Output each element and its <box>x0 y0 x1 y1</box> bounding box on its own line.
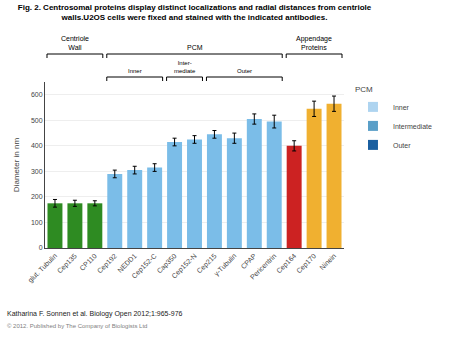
svg-text:100: 100 <box>31 219 43 226</box>
svg-text:Diameter in nm: Diameter in nm <box>12 138 21 193</box>
svg-text:Cep215: Cep215 <box>195 252 218 275</box>
svg-text:300: 300 <box>31 168 43 175</box>
svg-text:Inner: Inner <box>393 104 410 111</box>
svg-text:200: 200 <box>31 193 43 200</box>
svg-text:Cep135: Cep135 <box>56 252 79 275</box>
svg-text:PCM: PCM <box>187 44 203 51</box>
svg-text:NEDD1: NEDD1 <box>116 252 138 274</box>
svg-text:600: 600 <box>31 91 43 98</box>
svg-text:Cep152-C: Cep152-C <box>130 252 158 280</box>
svg-text:Inner: Inner <box>128 68 142 74</box>
svg-text:Cep170: Cep170 <box>295 252 318 275</box>
svg-text:Fig. 2. Centrosomal proteins d: Fig. 2. Centrosomal proteins display dis… <box>18 3 372 22</box>
svg-text:Katharina F. Sonnen et al. Bio: Katharina F. Sonnen et al. Biology Open … <box>7 310 183 318</box>
svg-text:Ninein: Ninein <box>318 252 337 271</box>
svg-text:Inter-mediate: Inter-mediate <box>174 60 196 74</box>
svg-text:Outer: Outer <box>237 68 252 74</box>
svg-text:500: 500 <box>31 117 43 124</box>
svg-text:Pericentrin: Pericentrin <box>249 252 278 281</box>
svg-text:CentrioleWall: CentrioleWall <box>61 35 89 51</box>
svg-text:CPAP: CPAP <box>239 252 257 270</box>
svg-text:Outer: Outer <box>393 142 411 149</box>
svg-text:400: 400 <box>31 142 43 149</box>
svg-text:AppendageProteins: AppendageProteins <box>296 35 332 51</box>
svg-text:Intermediate: Intermediate <box>393 123 432 130</box>
svg-text:CP110: CP110 <box>78 252 98 272</box>
svg-text:glut. Tubulin: glut. Tubulin <box>27 252 59 284</box>
svg-text:Cep152-N: Cep152-N <box>170 252 198 280</box>
svg-text:Cap350: Cap350 <box>155 252 178 275</box>
svg-text:0: 0 <box>39 244 43 251</box>
svg-text:PCM: PCM <box>355 85 373 94</box>
svg-text:γ-Tubulin: γ-Tubulin <box>212 252 238 278</box>
svg-text:Cep192: Cep192 <box>96 252 119 275</box>
svg-text:© 2012. Published by The Compa: © 2012. Published by The Company of Biol… <box>7 323 147 329</box>
svg-text:Cep164: Cep164 <box>275 252 298 275</box>
